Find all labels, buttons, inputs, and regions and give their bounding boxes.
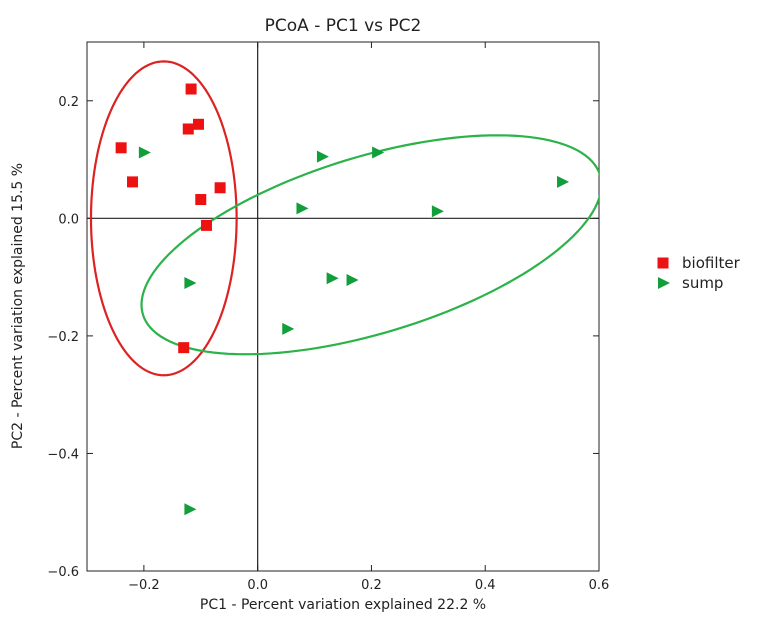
x-tick-label: 0.6 xyxy=(589,578,610,593)
biofilter-legend-label: biofilter xyxy=(682,254,741,272)
sump-point xyxy=(184,276,197,289)
y-tick-label: 0.0 xyxy=(58,212,79,227)
data-points xyxy=(115,83,570,516)
y-tick-label: −0.6 xyxy=(47,565,79,580)
chart-title: PCoA - PC1 vs PC2 xyxy=(265,16,422,36)
reference-lines xyxy=(87,42,599,571)
biofilter-point xyxy=(182,123,194,135)
x-axis-title: PC1 - Percent variation explained 22.2 % xyxy=(200,597,486,613)
sump-point xyxy=(282,322,295,335)
sump-point xyxy=(296,202,309,215)
sump-point xyxy=(184,503,197,516)
axis-ticks: −0.2 0.0 0.2 0.4 0.6 −0.6 −0.4 −0.2 0.0 0.2 xyxy=(47,42,609,593)
biofilter-point xyxy=(195,194,207,206)
y-axis-title: PC2 - Percent variation explained 15.5 % xyxy=(10,163,26,449)
biofilter-ellipse xyxy=(89,60,238,377)
biofilter-point xyxy=(115,142,127,154)
sump-point xyxy=(431,205,444,218)
y-tick-label: −0.4 xyxy=(47,447,79,462)
x-tick-label: 0.2 xyxy=(361,578,382,593)
sump-ellipse xyxy=(140,134,599,356)
x-tick-label: 0.0 xyxy=(247,578,268,593)
biofilter-point xyxy=(185,83,197,95)
sump-legend-label: sump xyxy=(682,274,723,292)
sump-point xyxy=(346,274,359,287)
y-tick-label: −0.2 xyxy=(47,330,79,345)
biofilter-point xyxy=(178,342,190,354)
biofilter-legend-marker xyxy=(657,257,669,269)
sump-point xyxy=(316,150,329,163)
plot-frame xyxy=(86,41,600,572)
legend: biofilter sump xyxy=(657,254,741,292)
sump-point xyxy=(138,146,151,159)
x-tick-label: −0.2 xyxy=(128,578,160,593)
sump-point xyxy=(372,146,385,159)
biofilter-point xyxy=(200,219,212,231)
sump-point xyxy=(557,175,570,188)
biofilter-point xyxy=(127,176,139,188)
sump-legend-marker xyxy=(658,277,670,289)
sump-point xyxy=(326,272,339,285)
x-tick-label: 0.4 xyxy=(475,578,496,593)
group-ellipses xyxy=(89,60,599,377)
y-tick-label: 0.2 xyxy=(58,95,79,110)
biofilter-point xyxy=(193,118,205,130)
biofilter-point xyxy=(214,182,226,194)
